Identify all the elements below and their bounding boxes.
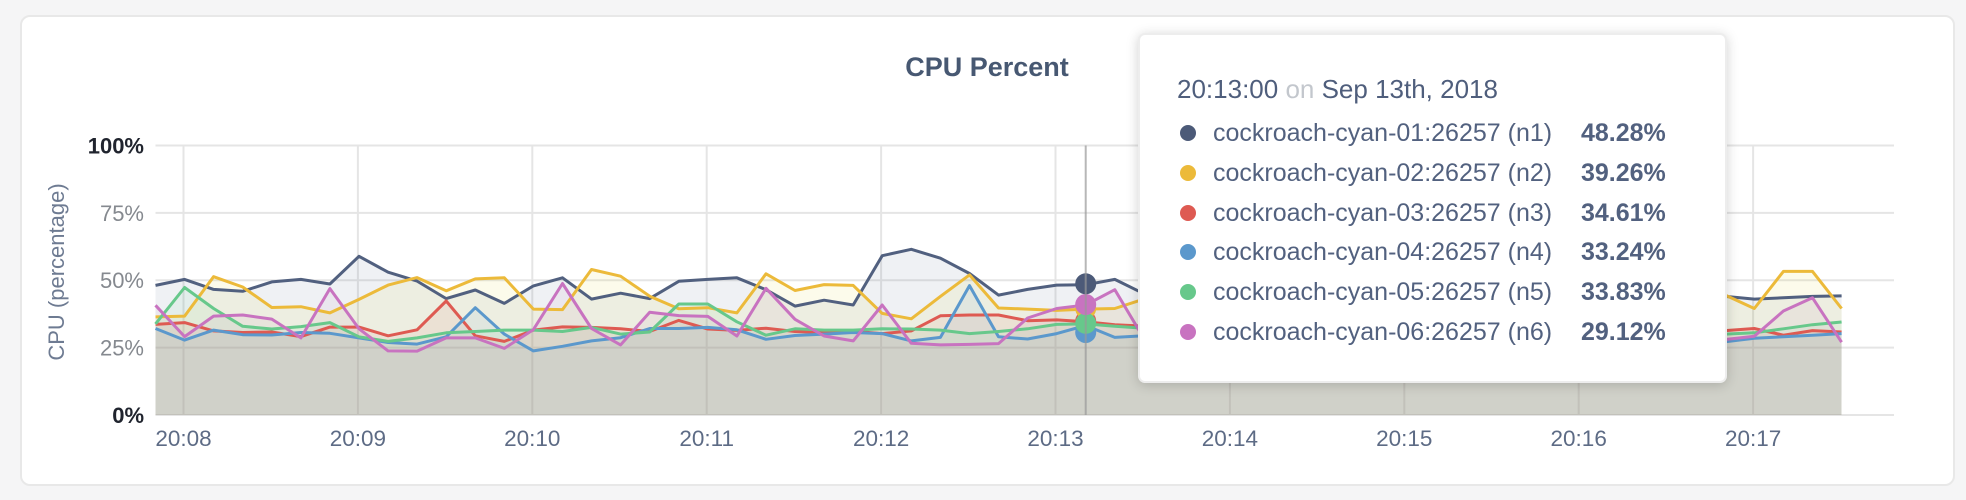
svg-text:20:10: 20:10 xyxy=(504,426,560,451)
svg-text:75%: 75% xyxy=(100,201,144,226)
svg-text:0%: 0% xyxy=(112,403,144,428)
svg-text:20:08: 20:08 xyxy=(155,426,211,451)
svg-text:50%: 50% xyxy=(100,268,144,293)
svg-text:20:12: 20:12 xyxy=(853,426,909,451)
svg-text:20:17: 20:17 xyxy=(1725,426,1781,451)
svg-text:20:16: 20:16 xyxy=(1551,426,1607,451)
svg-text:20:11: 20:11 xyxy=(679,426,734,451)
svg-text:CPU (percentage): CPU (percentage) xyxy=(44,183,69,360)
svg-text:25%: 25% xyxy=(100,336,144,361)
svg-text:20:09: 20:09 xyxy=(330,426,386,451)
svg-text:20:15: 20:15 xyxy=(1376,426,1432,451)
svg-text:100%: 100% xyxy=(88,134,144,159)
svg-text:20:13: 20:13 xyxy=(1027,426,1083,451)
svg-text:20:14: 20:14 xyxy=(1202,426,1258,451)
svg-text:CPU Percent: CPU Percent xyxy=(905,52,1069,82)
